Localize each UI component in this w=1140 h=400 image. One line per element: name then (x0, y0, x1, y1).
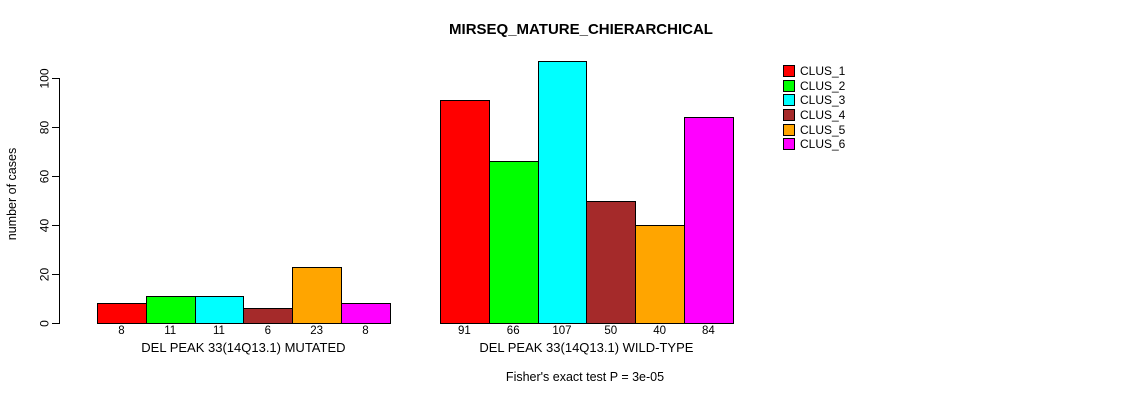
legend-swatch (783, 79, 795, 92)
bar-clus-3 (194, 296, 245, 324)
legend-swatch (783, 94, 795, 107)
bar-value-label: 84 (702, 325, 715, 337)
x-group-label: DEL PEAK 33(14Q13.1) MUTATED (141, 340, 346, 355)
bar-clus-4 (243, 308, 294, 324)
bar-clus-5 (635, 225, 685, 324)
legend-label: CLUS_1 (800, 64, 846, 79)
y-tick-label: 40 (37, 218, 52, 232)
bar-value-label: 8 (362, 325, 369, 337)
legend-swatch (783, 138, 795, 151)
legend-item-clus_2: CLUS_2 (783, 79, 845, 94)
legend-item-clus_4: CLUS_4 (783, 108, 845, 123)
bar-clus-6 (341, 303, 391, 324)
legend-item-clus_5: CLUS_5 (783, 122, 845, 137)
y-tick-label: 80 (37, 120, 52, 134)
legend-swatch (783, 109, 795, 122)
bar-value-label: 40 (653, 325, 666, 337)
bar-clus-1 (97, 303, 147, 324)
legend-label: CLUS_5 (800, 122, 846, 137)
legend-item-clus_3: CLUS_3 (783, 93, 845, 108)
bar-clus-3 (537, 60, 588, 324)
bar-clus-6 (684, 117, 734, 324)
legend-swatch (783, 65, 795, 78)
y-tick-label: 0 (37, 319, 52, 327)
y-tick-label: 100 (37, 67, 52, 89)
y-tick-mark (52, 225, 59, 226)
y-tick-label: 60 (37, 169, 52, 183)
legend-item-clus_1: CLUS_1 (783, 64, 845, 79)
bar-value-label: 11 (164, 325, 177, 337)
bar-clus-5 (292, 266, 342, 324)
bar-value-label: 66 (506, 325, 520, 337)
annotation-text: Fisher's exact test P = 3e-05 (505, 370, 665, 384)
chart-title: MIRSEQ_MATURE_CHIERARCHICAL (449, 21, 713, 38)
legend-label: CLUS_3 (800, 93, 846, 108)
legend-label: CLUS_6 (800, 137, 846, 152)
y-axis-line (59, 78, 60, 324)
bar-value-label: 6 (264, 325, 271, 337)
x-group-label: DEL PEAK 33(14Q13.1) WILD-TYPE (479, 340, 694, 355)
bar-value-label: 11 (213, 325, 225, 337)
bar-value-label: 23 (310, 325, 323, 337)
legend: CLUS_1 CLUS_2 CLUS_3 CLUS_4 CLUS_5 CLUS_6 (783, 64, 845, 152)
bar-value-label: 50 (604, 325, 618, 337)
y-tick-mark (52, 127, 59, 128)
bar-clus-1 (440, 100, 490, 324)
bar-value-label: 107 (552, 325, 572, 337)
y-tick-mark (52, 274, 59, 275)
bar-clus-4 (586, 200, 637, 324)
y-tick-label: 20 (37, 267, 52, 281)
y-tick-mark (52, 323, 59, 324)
legend-swatch (783, 123, 795, 136)
y-axis-label: number of cases (5, 147, 19, 241)
bar-clus-2 (145, 296, 196, 324)
bar-clus-2 (488, 161, 539, 324)
legend-label: CLUS_4 (800, 108, 846, 123)
y-tick-mark (52, 78, 59, 79)
legend-item-clus_6: CLUS_6 (783, 137, 845, 152)
bar-value-label: 8 (118, 325, 125, 337)
bar-value-label: 91 (458, 325, 471, 337)
legend-label: CLUS_2 (800, 78, 846, 93)
y-tick-mark (52, 176, 59, 177)
